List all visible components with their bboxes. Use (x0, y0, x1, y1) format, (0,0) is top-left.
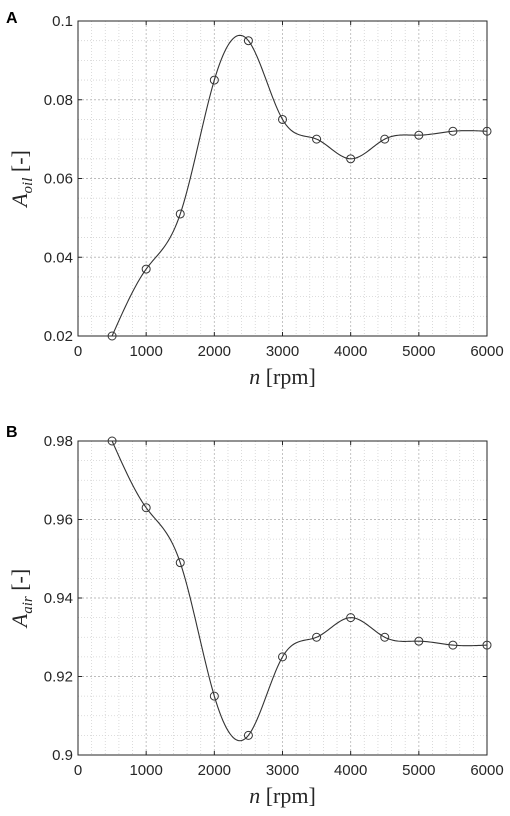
y-axis-variable: A (7, 193, 32, 209)
data-point (141, 503, 151, 513)
data-point (175, 209, 185, 219)
y-tick-label: 0.9 (52, 747, 73, 764)
data-point (141, 264, 151, 274)
x-tick-label: 0 (74, 762, 82, 779)
panel-label-b: B (6, 424, 18, 441)
x-tick-label: 5000 (402, 343, 435, 360)
data-point (482, 640, 492, 650)
x-axis-variable: n (249, 783, 266, 808)
y-tick-label: 0.02 (44, 328, 73, 345)
data-point (312, 632, 322, 642)
y-tick-label: 0.08 (44, 92, 73, 109)
y-axis-unit: [-] (7, 569, 32, 596)
y-axis-label: Aair [-] (7, 569, 36, 629)
y-tick-label: 0.96 (44, 512, 73, 529)
x-tick-label: 2000 (198, 762, 231, 779)
data-point (380, 134, 390, 144)
y-axis-subscript: air (20, 596, 36, 614)
x-tick-label: 4000 (334, 762, 367, 779)
panel-label-a: A (6, 10, 18, 27)
x-tick-label: 6000 (470, 762, 503, 779)
data-point (448, 126, 458, 136)
x-tick-label: 1000 (129, 762, 162, 779)
data-point (243, 36, 253, 46)
data-point (278, 652, 287, 662)
y-tick-label: 0.92 (44, 669, 73, 686)
data-point (107, 331, 117, 341)
x-tick-label: 3000 (266, 343, 299, 360)
x-tick-label: 1000 (129, 343, 162, 360)
data-point (243, 730, 253, 740)
x-tick-label: 2000 (198, 343, 231, 360)
y-axis-subscript: oil (20, 178, 36, 194)
y-tick-label: 0.98 (44, 433, 73, 450)
x-axis-label: n [rpm] (249, 783, 316, 808)
data-point (312, 134, 322, 144)
panel-a: A 0 1000 2000 3000 4000 5000 6000 0.02 0.04 0.06 0… (6, 10, 504, 389)
data-point (346, 154, 356, 164)
data-point (448, 640, 458, 650)
data-point (380, 632, 390, 642)
data-point (414, 130, 424, 140)
x-tick-label: 0 (74, 343, 82, 360)
y-tick-label: 0.1 (52, 13, 73, 30)
y-axis-variable: A (7, 613, 32, 629)
series-line (111, 34, 488, 337)
data-point (346, 613, 356, 623)
panel-b: B 0 1000 2000 3000 4000 5000 6000 0.9 0.92 0.94 0.… (6, 424, 504, 808)
x-axis-unit: [rpm] (266, 364, 316, 389)
data-point (175, 558, 185, 568)
y-tick-label: 0.94 (44, 590, 73, 607)
x-tick-label: 3000 (266, 762, 299, 779)
y-tick-label: 0.06 (44, 171, 73, 188)
data-point (209, 75, 219, 85)
x-axis-label: n [rpm] (249, 364, 316, 389)
x-tick-label: 6000 (470, 343, 503, 360)
series-line (111, 440, 488, 742)
x-tick-label: 5000 (402, 762, 435, 779)
data-point (482, 126, 492, 136)
data-point (278, 114, 287, 124)
x-axis-unit: [rpm] (266, 783, 316, 808)
x-tick-label: 4000 (334, 343, 367, 360)
y-axis-label: Aoil [-] (7, 150, 36, 209)
data-point (414, 636, 424, 646)
x-axis-variable: n (249, 364, 266, 389)
data-point (107, 436, 117, 446)
data-point (209, 691, 219, 701)
y-tick-label: 0.04 (44, 249, 73, 266)
y-axis-unit: [-] (7, 150, 32, 177)
